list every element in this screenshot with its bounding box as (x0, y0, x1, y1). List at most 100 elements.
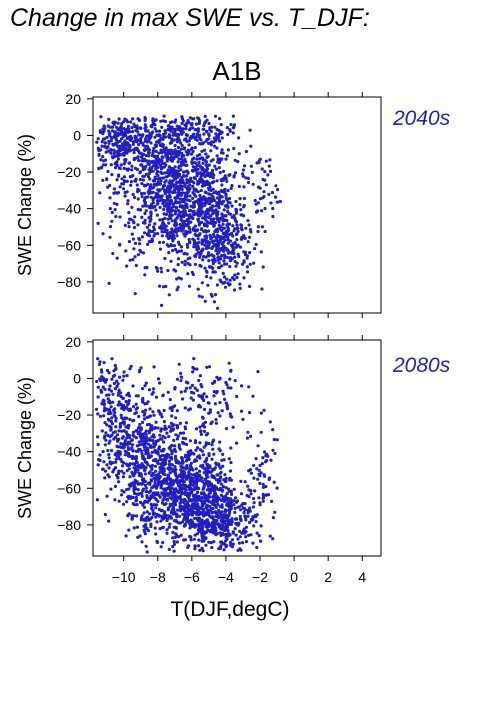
data-point (141, 398, 145, 402)
data-point (206, 518, 210, 522)
data-point (96, 458, 101, 462)
data-point (271, 214, 275, 219)
x-tick-label: −10 (112, 569, 136, 585)
data-point (115, 379, 119, 383)
data-point (211, 195, 215, 199)
data-point (188, 386, 192, 390)
data-point (133, 292, 137, 296)
data-point (243, 250, 247, 254)
data-point (205, 130, 209, 134)
data-point (193, 146, 197, 150)
data-point (204, 236, 208, 240)
data-point (204, 152, 208, 156)
data-point (165, 498, 169, 502)
data-point (110, 377, 114, 381)
data-point (131, 174, 135, 178)
data-point (121, 475, 125, 479)
data-point (96, 385, 100, 389)
data-point (135, 429, 139, 433)
data-point (115, 473, 119, 477)
data-point (124, 425, 128, 429)
data-point (159, 545, 163, 549)
data-point (229, 386, 233, 390)
data-point (262, 195, 266, 199)
data-point (219, 475, 223, 479)
data-point (160, 142, 164, 146)
data-point (195, 248, 199, 252)
data-point (198, 157, 202, 161)
data-point (216, 498, 220, 502)
data-point (141, 518, 145, 522)
data-point (257, 468, 261, 472)
data-point (230, 538, 235, 542)
data-point (198, 153, 202, 157)
data-point (133, 255, 137, 259)
data-point (151, 119, 155, 123)
data-point (226, 132, 230, 137)
data-point (188, 453, 192, 457)
data-point (138, 248, 142, 252)
data-point (213, 402, 217, 406)
data-point (174, 196, 178, 200)
data-point (195, 490, 200, 494)
data-point (163, 492, 167, 496)
data-point (264, 183, 268, 187)
data-point (187, 237, 191, 242)
data-point (219, 280, 223, 284)
data-point (266, 173, 270, 177)
data-point (177, 226, 181, 230)
data-point (231, 425, 235, 429)
data-point (118, 166, 122, 171)
data-point (129, 120, 133, 124)
data-point (224, 494, 228, 498)
data-point (154, 149, 158, 153)
data-point (190, 152, 194, 156)
data-point (237, 136, 241, 140)
data-point (262, 495, 266, 499)
data-point (152, 413, 156, 417)
data-point (235, 275, 239, 280)
data-point (152, 511, 156, 515)
data-point (203, 114, 207, 118)
data-point (275, 486, 279, 490)
data-point (141, 420, 145, 424)
data-point (201, 172, 206, 176)
data-point (200, 166, 204, 170)
data-point (127, 161, 132, 165)
data-point (183, 538, 187, 542)
data-point (221, 236, 225, 240)
data-point (126, 144, 131, 148)
data-point (228, 259, 232, 263)
data-point (201, 258, 205, 262)
data-point (175, 194, 179, 198)
data-point (251, 541, 255, 545)
data-point (221, 496, 225, 500)
data-point (155, 154, 160, 158)
data-point (180, 154, 184, 158)
data-point (152, 387, 156, 391)
data-point (217, 206, 221, 210)
data-point (159, 119, 163, 123)
data-point (196, 544, 201, 548)
data-point (202, 445, 206, 449)
data-point (198, 425, 202, 429)
data-point (135, 167, 139, 171)
data-point (216, 241, 220, 245)
data-point (167, 190, 171, 194)
data-point (202, 124, 206, 128)
data-point (249, 517, 253, 522)
data-point (167, 165, 171, 169)
data-point (183, 213, 187, 217)
y-axis-label: SWE Change (%) (15, 377, 35, 519)
data-point (233, 288, 237, 292)
data-point (187, 180, 191, 184)
data-point (139, 192, 144, 196)
data-point (199, 189, 203, 193)
data-point (132, 434, 136, 438)
data-point (167, 468, 171, 472)
data-point (113, 120, 117, 124)
data-point (197, 378, 201, 383)
data-point (207, 172, 211, 176)
data-point (174, 519, 178, 523)
data-point (176, 191, 180, 195)
